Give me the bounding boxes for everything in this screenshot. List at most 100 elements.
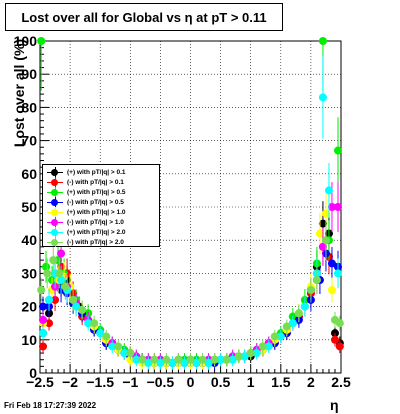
legend-label: (+) with pT/|q| > 2.0	[67, 228, 126, 236]
legend-marker	[43, 187, 67, 197]
data-point	[96, 329, 105, 338]
data-point	[186, 355, 195, 364]
data-point	[330, 335, 339, 344]
legend-label: (-) with pT/|q| > 0.5	[67, 198, 124, 206]
data-point	[240, 352, 249, 361]
legend-marker	[43, 167, 67, 177]
data-point	[156, 359, 165, 368]
y-tick-label: 40	[21, 232, 37, 248]
data-point	[333, 269, 342, 278]
legend-label: (-) with pT/|q| > 2.0	[67, 238, 124, 246]
data-point	[228, 355, 237, 364]
data-point	[61, 282, 70, 291]
x-tick-label: −2	[62, 374, 78, 390]
legend-entry: (-) with pT/|q| > 1.0	[43, 217, 124, 227]
legend-label: (-) with pT/|q| > 0.1	[67, 178, 124, 186]
legend-marker	[43, 227, 67, 237]
data-point	[120, 349, 129, 358]
legend-entry: (+) with pT/|q| > 0.5	[43, 187, 126, 197]
legend-entry: (+) with pT/|q| > 2.0	[43, 227, 126, 237]
data-point	[333, 146, 342, 155]
data-point	[126, 349, 135, 358]
data-point	[333, 203, 342, 211]
data-point	[258, 342, 267, 351]
legend-marker	[43, 177, 67, 187]
data-point	[180, 359, 189, 368]
data-point	[37, 37, 46, 45]
legend-label: (+) with pT/|q| > 0.1	[67, 168, 126, 176]
chart-title: Lost over all for Global vs η at pT > 0.…	[5, 3, 283, 31]
y-tick-label: 0	[29, 365, 37, 381]
data-point	[42, 262, 51, 271]
y-axis-label: Lost over all (%)	[11, 38, 27, 148]
data-point	[114, 342, 123, 351]
x-tick-label: 1.5	[271, 374, 291, 390]
legend-label: (+) with pT/|q| > 1.0	[67, 208, 126, 216]
data-point	[270, 332, 279, 341]
legend-entry: (-) with pT/|q| > 0.5	[43, 197, 124, 207]
data-point	[276, 332, 285, 341]
legend-marker	[43, 207, 67, 217]
data-point	[216, 355, 225, 364]
data-point	[300, 302, 309, 311]
data-point	[174, 355, 183, 364]
data-point	[132, 355, 141, 364]
data-point	[168, 359, 177, 368]
y-tick-label: 100	[14, 33, 38, 49]
data-point	[84, 319, 93, 328]
legend-entry: (+) with pT/|q| > 1.0	[43, 207, 126, 217]
data-point	[306, 286, 315, 294]
data-point	[282, 322, 291, 331]
y-tick-label: 80	[21, 99, 37, 115]
data-point	[318, 242, 327, 251]
data-point	[335, 342, 344, 351]
data-point	[318, 93, 327, 102]
legend-marker	[43, 237, 67, 247]
data-point	[327, 203, 336, 211]
data-point	[55, 269, 64, 278]
y-tick-label: 10	[21, 332, 37, 348]
data-point	[318, 37, 327, 45]
data-point	[108, 342, 117, 351]
x-axis-label: η	[330, 397, 339, 413]
data-point	[69, 295, 78, 304]
data-point	[246, 349, 255, 358]
y-tick-label: 20	[21, 299, 37, 315]
y-tick-label: 50	[21, 199, 37, 215]
legend-entry: (-) with pT/|q| > 0.1	[43, 177, 124, 187]
data-point	[150, 355, 159, 364]
legend-marker	[43, 217, 67, 227]
data-point	[45, 319, 54, 328]
data-point	[90, 319, 99, 328]
data-point	[321, 209, 330, 218]
data-point	[252, 349, 261, 358]
y-tick-label: 70	[21, 133, 37, 149]
x-tick-label: 1	[247, 374, 255, 390]
data-point	[288, 319, 297, 328]
x-tick-label: 0.5	[211, 374, 231, 390]
legend-entry: (-) with pT/|q| > 2.0	[43, 237, 124, 247]
legend-marker	[43, 197, 67, 207]
data-point	[37, 286, 46, 294]
data-point	[144, 359, 153, 368]
data-point	[78, 305, 87, 314]
data-point	[327, 259, 336, 268]
data-point	[234, 352, 243, 361]
data-point	[327, 286, 336, 294]
x-tick-label: −1	[122, 374, 138, 390]
data-point	[102, 332, 111, 341]
data-point	[318, 219, 327, 228]
data-point	[312, 276, 321, 285]
data-point	[204, 359, 213, 368]
data-point	[49, 256, 58, 265]
data-point	[222, 355, 231, 364]
data-point	[324, 186, 333, 195]
y-tick-label: 30	[21, 265, 37, 281]
data-point	[39, 315, 48, 324]
x-tick-label: −2.5	[26, 374, 54, 390]
data-point	[315, 229, 324, 238]
legend-label: (+) with pT/|q| > 0.5	[67, 188, 126, 196]
legend: (+) with pT/|q| > 0.1 (-) with pT/|q| > 0…	[42, 164, 160, 247]
data-point	[335, 319, 344, 328]
